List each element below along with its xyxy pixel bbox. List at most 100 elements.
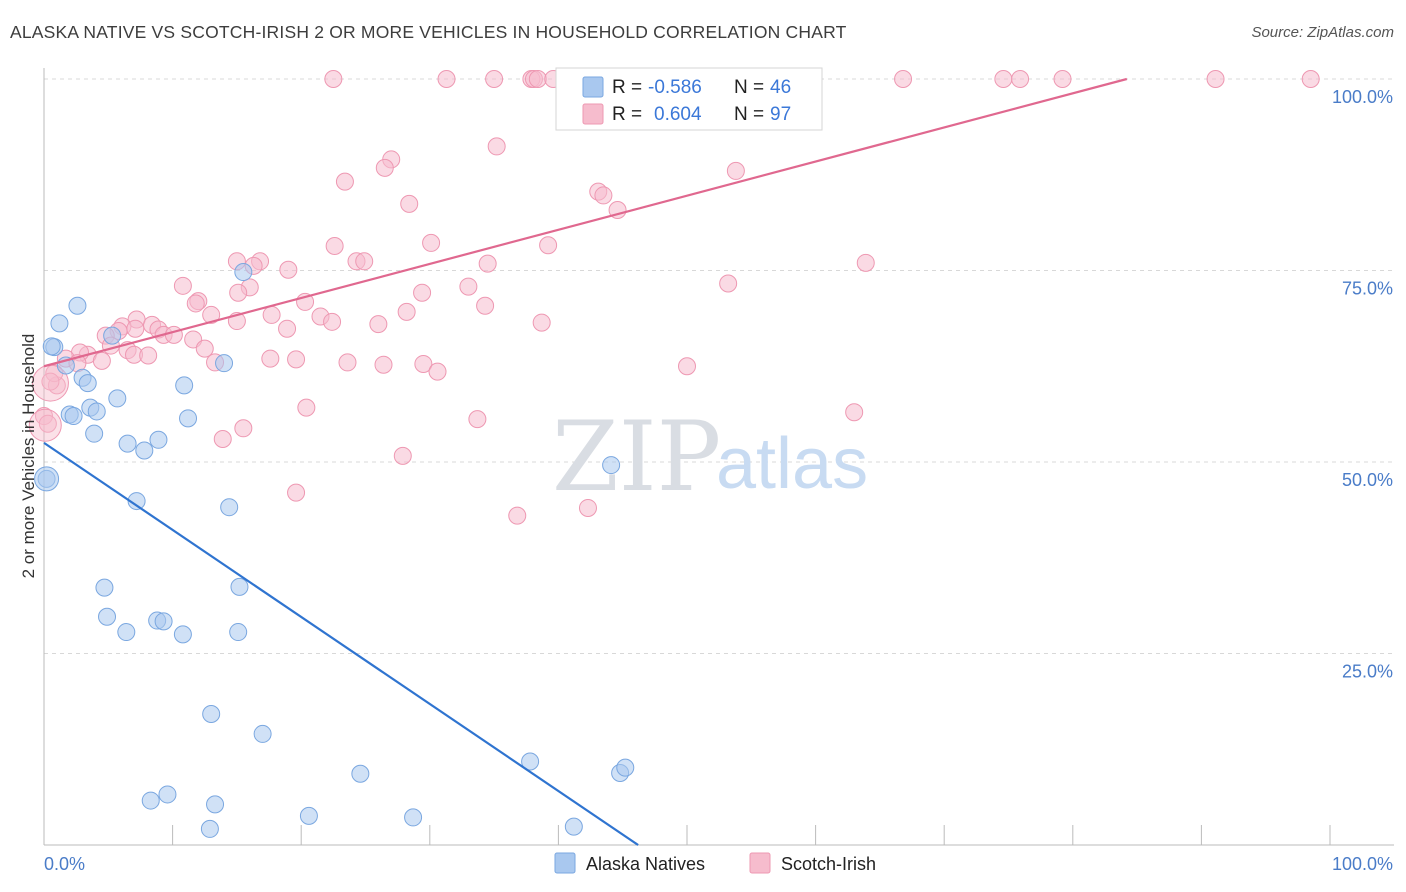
scotch-irish-point — [994, 70, 1013, 88]
alaska-natives-points — [34, 263, 635, 838]
alaska-natives-point — [42, 337, 61, 356]
scotch-irish-point — [186, 294, 205, 313]
scotch-irish-point — [1206, 70, 1225, 88]
scotch-irish-point — [476, 296, 495, 315]
bottom-legend: Alaska Natives Scotch-Irish — [554, 852, 876, 874]
y-tick-label: 75.0% — [1342, 279, 1393, 299]
bottom-legend-swatch-pink — [749, 852, 771, 874]
scotch-irish-point — [323, 312, 342, 331]
scotch-irish-point — [894, 70, 913, 88]
alaska-natives-point — [234, 263, 253, 282]
scotch-irish-point — [38, 414, 57, 433]
legend-swatch-pink — [582, 103, 604, 125]
alaska-natives-point — [158, 785, 177, 804]
alaska-natives-point — [173, 625, 192, 644]
scotch-irish-point — [528, 70, 547, 88]
alaska-natives-point — [118, 434, 137, 453]
alaska-natives-point — [98, 607, 117, 626]
alaska-natives-point — [117, 623, 136, 642]
legend-r-value-2: 0.604 — [654, 104, 702, 125]
alaska-natives-trendline — [43, 441, 639, 846]
scotch-irish-point — [459, 277, 478, 296]
scotch-irish-point — [468, 410, 487, 429]
scotch-irish-point — [202, 305, 221, 324]
scotch-irish-point — [261, 349, 280, 368]
grid-lines — [44, 78, 1394, 654]
source-label: Source: ZipAtlas.com — [1251, 24, 1394, 41]
scotch-irish-point — [1011, 70, 1030, 88]
scotch-irish-point — [539, 236, 558, 255]
scotch-irish-point — [195, 339, 214, 358]
scotch-irish-point — [397, 302, 416, 321]
scotch-irish-point — [856, 253, 875, 272]
scotch-irish-point — [287, 483, 306, 502]
scotch-irish-point — [532, 313, 551, 332]
scotch-irish-point — [173, 276, 192, 295]
scotch-irish-point — [578, 498, 597, 517]
scotch-irish-point — [297, 398, 316, 417]
scotch-irish-point — [279, 260, 298, 279]
legend-n-label-2: N = — [734, 104, 764, 125]
scotch-irish-point — [428, 362, 447, 381]
alaska-natives-point — [154, 612, 173, 631]
scotch-irish-point — [287, 350, 306, 369]
alaska-natives-point — [253, 724, 272, 743]
scotch-irish-point — [324, 70, 343, 88]
scotch-irish-point — [413, 283, 432, 302]
scotch-irish-point — [845, 403, 864, 422]
alaska-natives-point — [179, 409, 198, 428]
x-tick-label: 100.0% — [1332, 854, 1393, 874]
legend-r-label-2: R = — [612, 104, 642, 125]
alaska-natives-point — [299, 806, 318, 825]
bottom-legend-alaska-natives: Alaska Natives — [586, 854, 705, 874]
y-axis-label: 2 or more Vehicles in Household — [19, 334, 38, 579]
legend-n-value-1: 46 — [770, 77, 791, 98]
scotch-irish-point — [278, 319, 297, 338]
scotch-irish-point — [164, 325, 183, 344]
chart-title: ALASKA NATIVE VS SCOTCH-IRISH 2 OR MORE … — [10, 22, 847, 42]
alaska-natives-point — [64, 407, 83, 426]
alaska-natives-point — [149, 430, 168, 449]
scotch-irish-point — [41, 372, 60, 391]
alaska-natives-point — [50, 314, 69, 333]
scotch-irish-point — [335, 172, 354, 191]
scotch-irish-point — [375, 158, 394, 177]
scotch-irish-point — [92, 351, 111, 370]
alaska-natives-point — [68, 296, 87, 315]
scotch-irish-point — [719, 274, 738, 293]
scotch-irish-point — [1301, 70, 1320, 88]
scotch-irish-point — [355, 252, 374, 271]
scotch-irish-point — [400, 194, 419, 213]
scotch-irish-point — [126, 319, 145, 338]
watermark: ZIP atlas — [552, 401, 868, 513]
scotch-irish-point — [262, 305, 281, 324]
scotch-irish-point — [437, 70, 456, 88]
scotch-irish-point — [508, 506, 527, 525]
scotch-irish-point-large — [28, 408, 62, 442]
alaska-natives-point — [404, 808, 423, 827]
scotch-irish-point — [726, 161, 745, 180]
bottom-legend-swatch-blue — [554, 852, 576, 874]
scotch-irish-point — [678, 357, 696, 376]
scotch-irish-point — [478, 254, 497, 273]
scotch-irish-point — [487, 137, 506, 156]
alaska-natives-point — [85, 424, 104, 443]
legend-n-value-2: 97 — [770, 104, 791, 125]
scotch-irish-point — [422, 233, 441, 252]
scotch-irish-point — [374, 355, 393, 374]
tick-labels: 25.0% 50.0% 75.0% 100.0% 0.0% 100.0% — [44, 87, 1393, 874]
alaska-natives-point — [602, 456, 621, 475]
alaska-natives-point — [103, 326, 122, 345]
alaska-natives-point — [230, 577, 249, 596]
alaska-natives-point — [616, 758, 635, 777]
trend-lines — [43, 77, 1128, 846]
alaska-natives-point — [206, 795, 225, 814]
scotch-irish-point — [338, 353, 357, 372]
scotch-irish-point — [139, 346, 158, 365]
alaska-natives-point — [564, 817, 583, 836]
scotch-irish-point — [485, 70, 504, 88]
alaska-natives-point — [351, 764, 370, 783]
y-tick-label: 100.0% — [1332, 87, 1393, 107]
alaska-natives-point — [220, 498, 239, 517]
scotch-irish-point — [594, 186, 613, 205]
